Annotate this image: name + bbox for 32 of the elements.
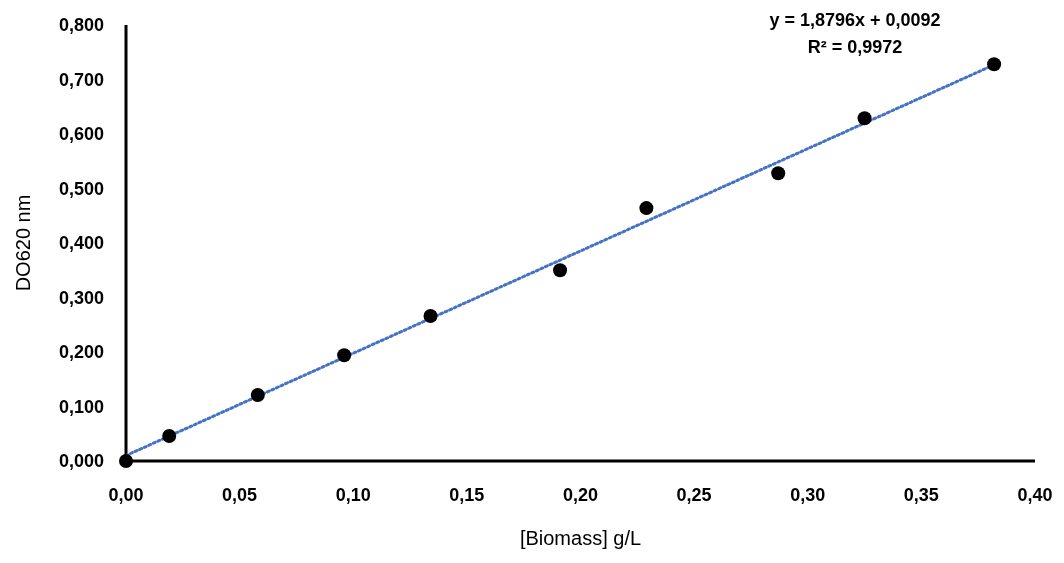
y-axis-title: DO620 nm [12, 194, 34, 292]
point [423, 309, 438, 324]
y-tick-label: 0,200 [58, 342, 104, 363]
point [857, 111, 872, 126]
annotation: y = 1,8796x + 0,0092 [769, 10, 941, 30]
x-tick-label: 0,35 [903, 485, 939, 505]
y-tick-label: 0,300 [58, 287, 104, 308]
x-tick-label: 0,10 [335, 485, 371, 505]
point [771, 166, 786, 181]
annotation: R² = 0,9972 [807, 37, 903, 57]
y-tick-label: 0,600 [58, 124, 104, 145]
x-tick-label: 0,00 [108, 485, 144, 505]
point [639, 201, 654, 216]
y-tick-label: 0,700 [58, 69, 104, 90]
y-tick-label: 0,100 [58, 396, 104, 417]
point [553, 263, 568, 278]
x-tick-label: 0,25 [676, 485, 712, 505]
x-tick-label: 0,05 [222, 485, 258, 505]
point [250, 388, 265, 403]
point [119, 454, 133, 468]
y-tick-label: 0,000 [58, 451, 104, 472]
point [987, 57, 1002, 72]
x-tick-label: 0,30 [790, 485, 826, 505]
point [337, 348, 352, 363]
y-tick-label: 0,500 [58, 178, 104, 199]
x-tick-label: 0,20 [562, 485, 599, 505]
x-axis-title: [Biomass] g/L [519, 527, 642, 549]
x-tick-label: 0,15 [449, 485, 485, 505]
y-tick-label: 0,800 [58, 15, 104, 36]
point [162, 428, 177, 443]
x-tick-label: 0,40 [1017, 485, 1053, 505]
y-tick-label: 0,400 [58, 233, 104, 254]
